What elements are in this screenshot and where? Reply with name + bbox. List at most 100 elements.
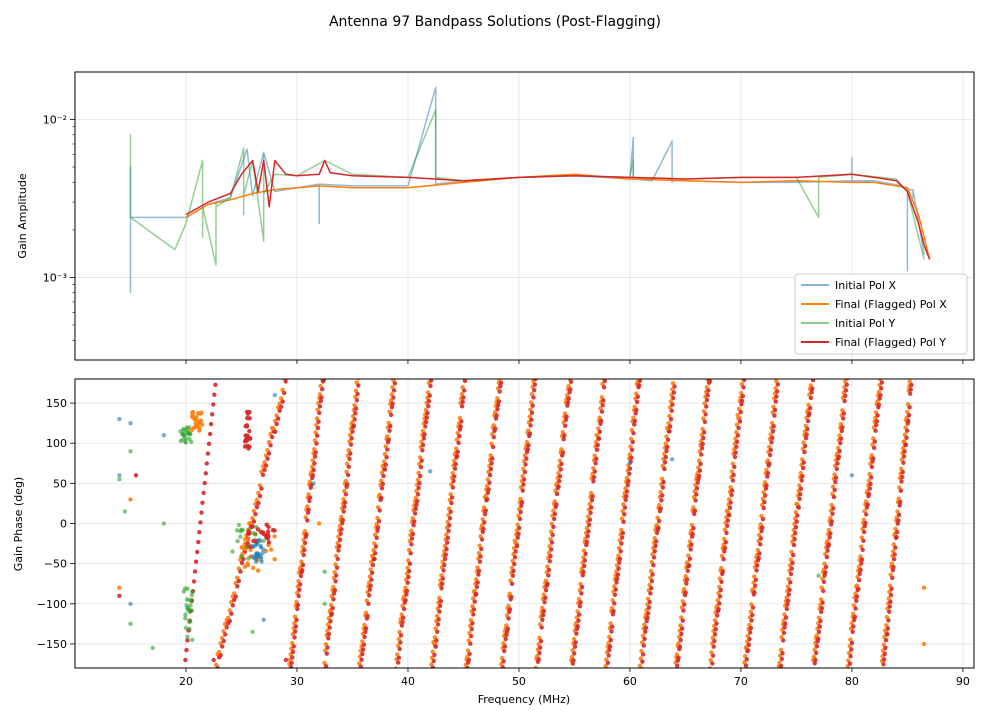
phase-point-final-y <box>530 403 535 408</box>
phase-point-final-y <box>634 407 639 413</box>
phase-point-final-y <box>750 605 756 610</box>
phase-point-final-y <box>787 587 792 592</box>
phase-point-final-y <box>282 390 287 396</box>
phase-point-final-y <box>874 422 879 428</box>
phase-point-final-y <box>117 593 122 598</box>
phase-point-final-y <box>599 409 605 414</box>
phase-point-final-y <box>786 598 791 603</box>
phase-point-final-x <box>647 582 652 588</box>
phase-point-final-y <box>328 619 333 624</box>
phase-point-final-y <box>725 518 731 523</box>
phase-point-final-y <box>517 525 522 531</box>
phase-point-final-y <box>476 572 481 577</box>
phase-point-final-y <box>757 551 762 556</box>
phase-point-final-y <box>854 594 860 599</box>
phase-point-final-y <box>433 644 438 649</box>
phase-point-final-y <box>195 549 200 555</box>
phase-point-final-y <box>486 487 491 492</box>
phase-point-final-y <box>743 663 749 668</box>
phase-point-final-y <box>648 591 653 596</box>
phase-point-final-y <box>877 396 882 401</box>
phase-point-final-y <box>566 396 571 401</box>
phase-point-final-x <box>272 534 277 539</box>
phase-point-final-y <box>200 500 205 505</box>
phase-point-final-x <box>392 372 396 376</box>
phase-point-final-y <box>238 569 243 574</box>
phase-point-final-y <box>537 650 542 656</box>
phase-point-final-y <box>700 441 705 447</box>
phase-point-final-y <box>208 421 214 427</box>
phase-point-final-y <box>398 633 404 638</box>
phase-point-final-y <box>576 618 581 623</box>
phase-point-final-y <box>907 405 912 410</box>
phase-point-final-y <box>444 546 449 552</box>
phase-point-final-y <box>265 532 270 537</box>
phase-point-final-y <box>563 423 568 428</box>
phase-point-final-y <box>687 556 693 561</box>
phase-point-final-y <box>367 587 373 592</box>
phase-point-final-y <box>220 644 225 649</box>
phase-point-final-y <box>334 565 340 570</box>
phase-point-final-y <box>904 435 909 440</box>
phase-point-final-y <box>559 461 564 467</box>
phase-point-final-y <box>546 573 551 578</box>
phase-point-final-y <box>296 593 301 599</box>
phase-point-final-x <box>786 576 791 582</box>
phase-point-final-x <box>533 665 538 668</box>
phase-point-final-y <box>504 632 509 637</box>
legend-label-initial-x: Initial Pol X <box>835 279 896 292</box>
phase-y-tick-label: −100 <box>37 598 67 611</box>
phase-point-final-y <box>588 510 593 515</box>
phase-point-final-y <box>600 402 605 408</box>
phase-point-final-y <box>730 488 735 493</box>
phase-y-axis-label: Gain Phase (deg) <box>12 477 25 571</box>
phase-point-final-y <box>629 447 635 453</box>
phase-point-final-y <box>323 664 329 668</box>
phase-point-final-y <box>316 419 321 424</box>
phase-point-final-y <box>679 626 685 631</box>
phase-point-final-y <box>235 584 240 589</box>
phase-point-final-y <box>874 419 880 424</box>
phase-point-final-x <box>350 414 356 419</box>
phase-point-final-x <box>571 636 577 642</box>
phase-point-final-y <box>496 403 501 408</box>
phase-point-final-y <box>781 638 786 643</box>
phase-point-final-y <box>780 651 785 656</box>
phase-point-final-y <box>207 431 213 437</box>
phase-point-final-y <box>714 621 719 626</box>
phase-point-final-x <box>908 369 912 373</box>
phase-point-final-y <box>211 657 216 663</box>
phase-point-final-y <box>897 503 902 508</box>
phase-point-final-y <box>291 644 296 649</box>
phase-point-final-y <box>591 475 597 480</box>
phase-point-final-y <box>336 548 341 553</box>
phase-point-final-y <box>192 569 198 574</box>
phase-point-final-y <box>300 562 306 568</box>
phase-point-final-y <box>249 524 255 530</box>
phase-point-initial-y <box>190 589 195 594</box>
phase-point-final-x <box>642 622 647 627</box>
phase-point-final-y <box>664 448 669 454</box>
phase-point-final-y <box>244 423 250 428</box>
phase-point-final-y <box>539 625 544 630</box>
phase-point-final-y <box>813 657 818 663</box>
phase-point-final-y <box>634 399 640 405</box>
phase-point-final-y <box>631 431 636 436</box>
phase-point-final-y <box>348 442 354 447</box>
phase-point-final-y <box>524 456 529 461</box>
phase-point-final-y <box>871 456 876 461</box>
phase-point-final-y <box>761 505 766 511</box>
phase-y-tick-label: 100 <box>46 437 67 450</box>
phase-point-initial-x <box>627 461 633 466</box>
phase-point-final-y <box>427 393 432 398</box>
phase-point-final-y <box>543 595 548 600</box>
phase-point-final-y <box>823 564 829 570</box>
phase-point-initial-y <box>234 528 240 533</box>
phase-point-initial-y <box>181 428 187 433</box>
phase-point-final-y <box>707 379 712 384</box>
phase-point-final-y <box>678 637 683 643</box>
phase-point-final-y <box>400 619 405 625</box>
phase-point-final-y <box>227 618 232 624</box>
phase-point-final-y <box>769 440 774 445</box>
